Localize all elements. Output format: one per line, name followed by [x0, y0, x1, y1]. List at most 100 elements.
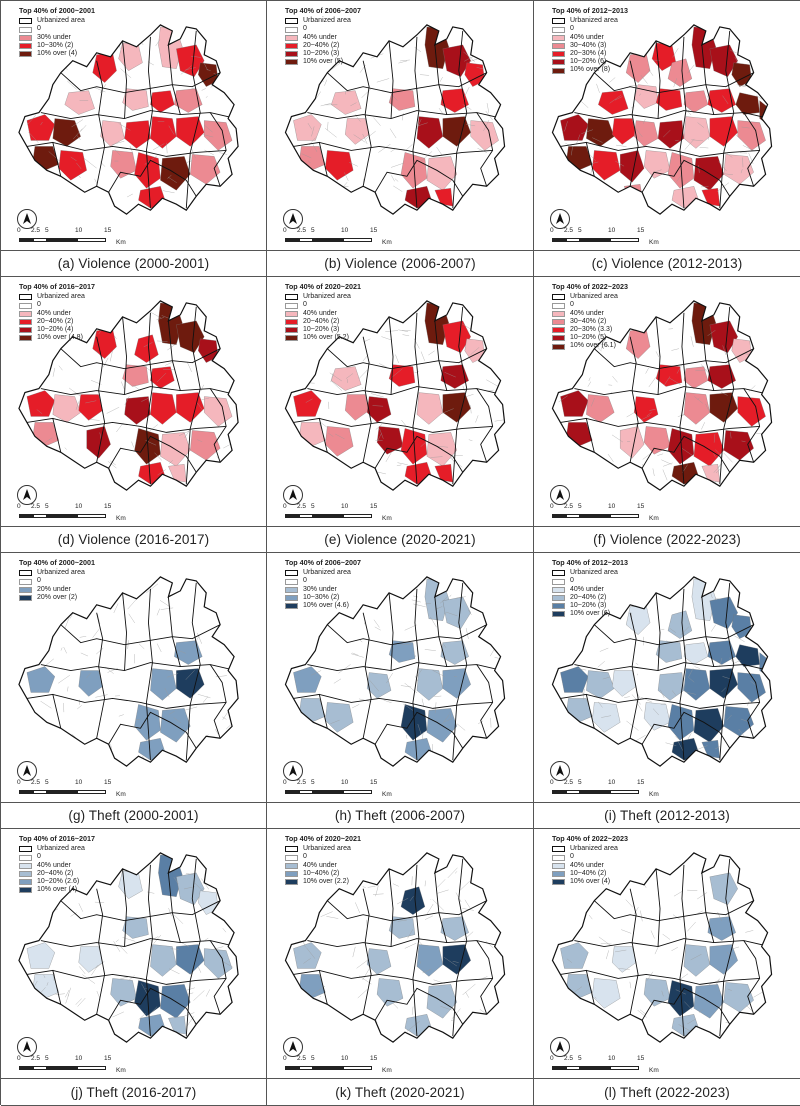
neighbourhood-boundary — [312, 477, 313, 480]
scale-unit: Km — [382, 239, 392, 246]
north-arrow-icon — [550, 1037, 570, 1057]
scale-segment — [47, 238, 77, 242]
legend-entry: 0 — [552, 301, 628, 309]
panel-caption: (l) Theft (2022-2023) — [534, 1079, 800, 1106]
legend-entry: Urbanized area — [285, 17, 361, 25]
scale-tick-label: 0 — [283, 1055, 287, 1062]
neighbourhood-boundary — [312, 344, 325, 347]
legend-swatch — [285, 303, 298, 309]
legend-entry: 10~20% (2.6) — [19, 878, 95, 886]
legend-swatch — [552, 303, 565, 309]
scale-tick-label: 15 — [637, 1055, 644, 1062]
neighbourhood-boundary — [588, 1033, 594, 1041]
legend-entry: 10% over (4.6) — [285, 602, 361, 610]
scale-segment — [580, 514, 610, 518]
legend-label: 10~30% (2) — [303, 594, 339, 602]
scale-segment — [77, 514, 106, 518]
scale-segment — [33, 790, 47, 794]
legend-swatch — [552, 344, 565, 350]
neighbourhood-boundary — [215, 313, 220, 317]
neighbourhood-boundary — [761, 69, 769, 73]
scale-unit: Km — [649, 239, 659, 246]
neighbourhood-boundary — [315, 1017, 325, 1019]
neighbourhood-boundary — [585, 1005, 593, 1011]
scale-tick-label: 0 — [550, 779, 554, 786]
neighbourhood-boundary — [52, 733, 60, 742]
legend-label: 0 — [570, 853, 574, 861]
scale-tick-label: 5 — [45, 1055, 49, 1062]
neighbourhood-boundary — [104, 755, 113, 761]
legend-label: 10~20% (6) — [570, 58, 606, 66]
legend-title: Top 40% of 2006~2007 — [285, 559, 361, 567]
legend-entry: 40% under — [285, 310, 361, 318]
legend-swatch — [19, 879, 32, 885]
neighbourhood-boundary — [627, 47, 639, 52]
legend-swatch — [552, 327, 565, 333]
legend-entry: 10~40% (2) — [552, 870, 628, 878]
neighbourhood-boundary — [756, 598, 762, 602]
scale-segment — [299, 790, 313, 794]
legend-swatch — [19, 327, 32, 333]
legend-title: Top 40% of 2020~2021 — [285, 283, 361, 291]
legend-swatch — [19, 319, 32, 325]
legend-label: 40% under — [570, 34, 604, 42]
legend-entry: Urbanized area — [552, 845, 628, 853]
scale-tick-label: 10 — [75, 227, 82, 234]
legend-swatch — [19, 887, 32, 893]
neighbourhood-boundary — [749, 1018, 756, 1028]
scale-unit: Km — [382, 791, 392, 798]
neighbourhood-boundary — [46, 172, 47, 179]
legend-swatch — [19, 595, 32, 601]
legend-swatch — [552, 611, 565, 617]
legend-entry: 10~20% (3) — [285, 50, 361, 58]
neighbourhood-boundary — [102, 751, 111, 752]
legend-title: Top 40% of 2016~2017 — [19, 835, 95, 843]
legend-label: Urbanized area — [570, 845, 618, 853]
scale-tick-label: 10 — [75, 1055, 82, 1062]
legend-swatch — [19, 570, 32, 576]
scale-segment — [19, 238, 33, 242]
scale-tick-label: 5 — [311, 227, 315, 234]
legend-label: 10% over (2.2) — [303, 878, 349, 886]
legend-entry: 0 — [285, 577, 361, 585]
legend-label: 10~20% (5) — [570, 334, 606, 342]
neighbourhood-boundary — [21, 162, 34, 165]
scale-tick-label: 15 — [104, 227, 111, 234]
legend-entry: 20% over (2) — [19, 594, 95, 602]
legend-swatch — [552, 603, 565, 609]
scale-tick-label: 0 — [17, 227, 21, 234]
legend-swatch — [285, 579, 298, 585]
legend-swatch — [552, 871, 565, 877]
scale-segment — [566, 790, 580, 794]
scale-segment — [343, 1066, 372, 1070]
scale-tick-label: 2.5 — [31, 227, 40, 234]
neighbourhood-boundary — [299, 364, 303, 370]
legend-label: Urbanized area — [570, 293, 618, 301]
neighbourhood-boundary — [307, 463, 319, 471]
legend-swatch — [285, 587, 298, 593]
neighbourhood-boundary — [329, 182, 336, 186]
scale-segment — [33, 238, 47, 242]
legend-swatch — [19, 294, 32, 300]
legend-label: 0 — [303, 577, 307, 585]
legend-entry: Urbanized area — [19, 17, 95, 25]
legend-label: 20~40% (2) — [303, 318, 339, 326]
legend-label: 20% over (2) — [37, 594, 77, 602]
neighbourhood-boundary — [34, 343, 44, 345]
neighbourhood-boundary — [110, 45, 112, 55]
scale-segment — [580, 1066, 610, 1070]
legend-entry: 0 — [19, 301, 95, 309]
neighbourhood-boundary — [300, 1006, 305, 1014]
legend-swatch — [552, 846, 565, 852]
scale-segment — [566, 1066, 580, 1070]
panel-caption: (h) Theft (2006-2007) — [267, 803, 534, 829]
legend-swatch — [285, 319, 298, 325]
